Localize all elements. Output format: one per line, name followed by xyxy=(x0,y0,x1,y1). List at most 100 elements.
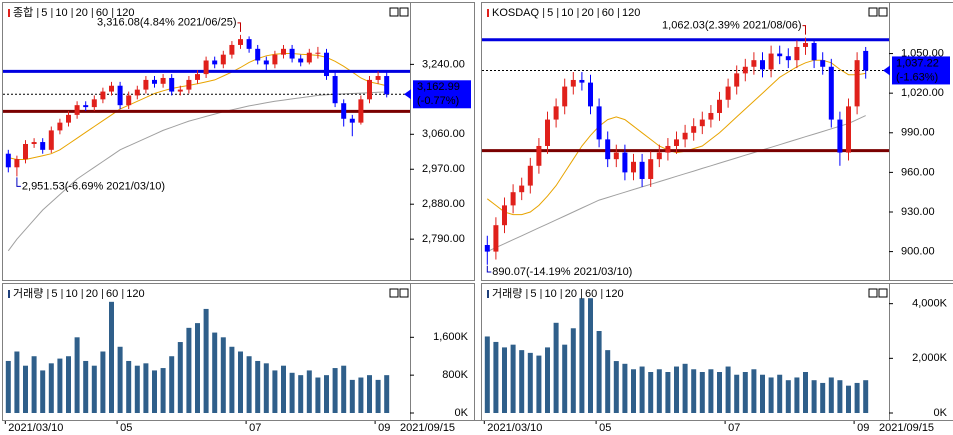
candle-body xyxy=(682,132,688,140)
candle-body xyxy=(152,79,157,84)
volume-bar xyxy=(229,346,235,413)
candle-body xyxy=(639,161,645,179)
volume-bar xyxy=(648,372,654,413)
volume-bar xyxy=(117,346,123,413)
y-tick-label: 930.00 xyxy=(901,206,935,218)
candle-body xyxy=(263,60,269,65)
volume-bar xyxy=(803,372,808,413)
y-tick-label: 900.00 xyxy=(901,246,935,258)
candle-body xyxy=(622,152,628,173)
low-arrow xyxy=(16,177,21,187)
legend-label: 5 xyxy=(51,288,57,300)
volume-bar xyxy=(23,365,28,413)
legend-label: 10 xyxy=(545,288,557,300)
volume-bar xyxy=(57,358,63,413)
volume-bar xyxy=(263,363,269,413)
legend-label: 20 xyxy=(76,7,88,19)
legend-label: 20 xyxy=(86,288,98,300)
legend-label: 120 xyxy=(605,288,623,300)
candle-body xyxy=(665,145,671,153)
y-tick-label: 960.00 xyxy=(901,166,935,178)
candle-body xyxy=(570,79,576,87)
last-price-marker xyxy=(883,65,890,76)
y-tick-label: 1,600K xyxy=(433,331,469,343)
close-button[interactable] xyxy=(878,288,888,298)
candle-body xyxy=(553,106,559,120)
volume-bar xyxy=(177,342,183,413)
volume-bar xyxy=(579,298,585,413)
volume-bar xyxy=(562,344,568,413)
last-price-marker xyxy=(404,89,411,100)
candle-body xyxy=(674,139,679,146)
volume-bar xyxy=(246,356,252,413)
candle-body xyxy=(613,152,619,160)
volume-bar xyxy=(349,379,355,413)
volume-bar xyxy=(863,380,869,413)
maximize-button[interactable] xyxy=(389,288,399,298)
candle-body xyxy=(74,105,80,115)
volume-bar xyxy=(358,377,364,413)
legend-label: 20 xyxy=(565,288,577,300)
candle-body xyxy=(315,52,321,54)
volume-bar xyxy=(186,327,192,413)
volume-bar xyxy=(195,323,200,413)
last-price-label: 1,037.22 xyxy=(896,57,939,69)
candle-body xyxy=(579,79,585,83)
legend-label: KOSDAQ xyxy=(492,7,540,19)
candle-body xyxy=(375,76,381,80)
volume-bar xyxy=(768,377,774,413)
y-tick-label: 1,020.00 xyxy=(901,87,944,99)
volume-bar xyxy=(717,372,722,413)
candle-body xyxy=(502,205,507,226)
candle-body xyxy=(828,66,834,120)
candle-body xyxy=(5,153,11,168)
low-annotation: 2,951.53(-6.69% 2021/03/10) xyxy=(22,180,165,192)
candle-body xyxy=(367,79,372,100)
volume-bar xyxy=(699,372,705,413)
y-tick-label: 2,970.00 xyxy=(422,163,465,175)
volume-bar xyxy=(682,363,688,413)
candle-body xyxy=(717,99,722,113)
candle-body xyxy=(341,103,347,119)
x-tick-label: 07 xyxy=(249,422,261,434)
legend-label: 120 xyxy=(622,7,640,19)
volume-bar xyxy=(691,369,697,413)
volume-bar xyxy=(160,368,166,413)
volume-bar xyxy=(631,369,636,413)
volume-bar xyxy=(134,365,140,413)
maximize-button[interactable] xyxy=(868,7,878,17)
x-tick-label: 09 xyxy=(857,422,869,434)
candle-body xyxy=(837,119,843,153)
maximize-button[interactable] xyxy=(389,7,399,17)
volume-bar xyxy=(820,382,826,413)
legend-label: 거래량 xyxy=(13,287,43,300)
close-button[interactable] xyxy=(399,288,409,298)
candle-body xyxy=(854,60,860,107)
candle-body xyxy=(358,99,364,123)
candle-body xyxy=(48,130,54,150)
candle-body xyxy=(66,114,71,123)
moving-average-line xyxy=(7,91,387,252)
legend-label: 5 xyxy=(530,288,536,300)
volume-bar xyxy=(536,355,542,413)
volume-bar xyxy=(527,352,533,413)
volume-bar xyxy=(126,360,132,413)
x-end-label: 2021/09/15 xyxy=(400,422,455,434)
high-annotation: 1,062.03(2.39% 2021/08/06) xyxy=(662,20,801,32)
high-arrow xyxy=(802,25,806,35)
candle-body xyxy=(760,60,765,70)
candle-body xyxy=(306,52,312,63)
volume-bar xyxy=(519,350,525,413)
maximize-button[interactable] xyxy=(868,288,878,298)
candle-body xyxy=(83,105,89,108)
volume-bar xyxy=(48,363,54,413)
candle-body xyxy=(160,77,166,84)
close-button[interactable] xyxy=(399,7,409,17)
close-button[interactable] xyxy=(878,7,888,17)
candle-body xyxy=(332,76,338,104)
volume-bar xyxy=(484,336,490,413)
y-tick-label: 4,000K xyxy=(912,298,948,310)
candle-body xyxy=(246,39,252,49)
candle-body xyxy=(91,99,97,108)
